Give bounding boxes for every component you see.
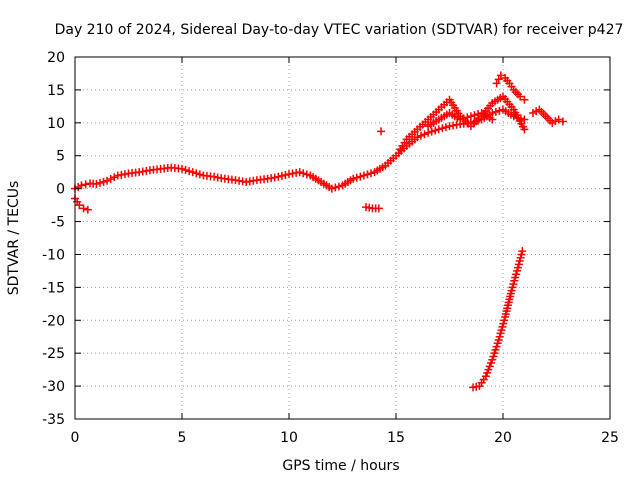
axis-ticks bbox=[74, 56, 611, 420]
data-point bbox=[195, 170, 204, 179]
data-point bbox=[470, 111, 479, 120]
data-point bbox=[299, 169, 308, 178]
x-tick-label: 0 bbox=[71, 430, 80, 446]
data-point bbox=[558, 117, 567, 126]
data-point bbox=[188, 168, 197, 177]
x-tick-label: 25 bbox=[601, 430, 619, 446]
data-point bbox=[106, 174, 115, 183]
data-point bbox=[274, 172, 283, 181]
data-point bbox=[79, 204, 88, 213]
y-tick-label: -35 bbox=[42, 412, 65, 428]
data-point bbox=[327, 184, 336, 193]
data-point bbox=[427, 127, 436, 136]
y-tick-label: 10 bbox=[47, 116, 65, 132]
data-point bbox=[277, 171, 286, 180]
data-point bbox=[95, 178, 104, 187]
data-point bbox=[77, 181, 86, 190]
data-point bbox=[99, 177, 108, 186]
data-point bbox=[377, 127, 386, 136]
data-point bbox=[367, 169, 376, 178]
data-point bbox=[413, 133, 422, 142]
data-point bbox=[349, 174, 358, 183]
y-tick-label: 5 bbox=[56, 149, 65, 165]
data-point bbox=[302, 170, 311, 179]
y-axis-label: SDTVAR / TECUs bbox=[6, 181, 22, 296]
data-point bbox=[434, 125, 443, 134]
x-tick-label: 15 bbox=[387, 430, 405, 446]
x-tick-label: 5 bbox=[178, 430, 187, 446]
data-point bbox=[518, 247, 527, 256]
data-point bbox=[363, 170, 372, 179]
data-point bbox=[438, 124, 447, 133]
y-tick-label: -25 bbox=[42, 346, 65, 362]
data-point bbox=[92, 180, 101, 189]
plot-frame bbox=[74, 56, 611, 420]
data-point bbox=[192, 169, 201, 178]
data-point bbox=[352, 173, 361, 182]
data-point bbox=[466, 112, 475, 121]
data-point bbox=[334, 182, 343, 191]
data-point bbox=[520, 115, 529, 124]
data-point bbox=[420, 130, 429, 139]
data-point bbox=[520, 95, 529, 104]
x-tick-label: 10 bbox=[280, 430, 298, 446]
y-tick-label: -20 bbox=[42, 313, 65, 329]
data-point bbox=[554, 115, 563, 124]
data-point bbox=[178, 164, 186, 173]
grid-lines bbox=[75, 57, 610, 419]
data-point bbox=[441, 123, 450, 132]
y-tick-label: -10 bbox=[42, 247, 65, 263]
data-point bbox=[496, 71, 505, 80]
data-point bbox=[356, 172, 365, 181]
data-point bbox=[295, 168, 304, 177]
data-point bbox=[75, 201, 84, 210]
data-point bbox=[181, 165, 190, 174]
data-point bbox=[185, 167, 194, 176]
data-point bbox=[520, 125, 529, 134]
y-tick-label: 0 bbox=[56, 182, 65, 198]
data-point bbox=[374, 204, 383, 213]
data-point bbox=[431, 126, 440, 135]
data-point bbox=[281, 171, 290, 180]
data-point bbox=[488, 115, 497, 124]
data-point bbox=[516, 92, 525, 101]
y-tick-label: -30 bbox=[42, 379, 65, 395]
data-points bbox=[71, 71, 567, 392]
data-point bbox=[359, 171, 368, 180]
axis-tick-labels: 0 5 10 15 20 25 -35 -30 -25 -20 -15 -10 -5 0 5 10 15 20 bbox=[42, 50, 619, 446]
data-point bbox=[81, 180, 90, 189]
data-point bbox=[459, 114, 468, 123]
data-point bbox=[463, 113, 472, 122]
chart-title: Day 210 of 2024, Sidereal Day-to-day VTE… bbox=[55, 22, 624, 38]
data-point bbox=[456, 115, 465, 124]
y-tick-label: 15 bbox=[47, 83, 65, 99]
data-point bbox=[331, 183, 340, 192]
x-axis-label: GPS time / hours bbox=[282, 458, 399, 474]
data-point bbox=[491, 107, 500, 116]
data-point bbox=[416, 131, 425, 140]
data-point bbox=[103, 176, 112, 185]
y-tick-label: -15 bbox=[42, 280, 65, 296]
y-tick-label: 20 bbox=[47, 50, 65, 66]
data-point bbox=[110, 173, 119, 182]
data-point bbox=[83, 205, 92, 214]
x-tick-label: 20 bbox=[494, 430, 512, 446]
y-tick-label: -5 bbox=[51, 215, 65, 231]
